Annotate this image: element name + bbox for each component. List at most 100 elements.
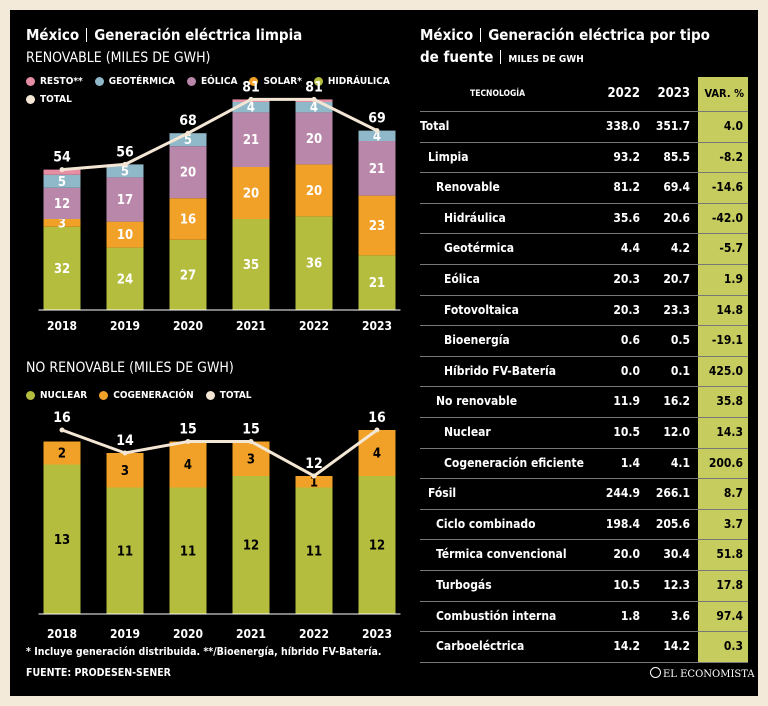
table-cell-2022: 244.9 (605, 486, 640, 501)
bar-segment (295, 164, 333, 217)
table-cell-var: 51.8 (698, 540, 748, 570)
total-label: 15 (242, 422, 260, 438)
table-cell-name: Bioenergía (444, 333, 510, 348)
total-point (185, 130, 191, 136)
table-cell-2023: 14.2 (663, 639, 690, 654)
main-title-country: México (26, 26, 80, 44)
table-cell-name: Ciclo combinado (436, 516, 536, 531)
table-row: Combustión interna 1.8 3.6 97.4 (420, 601, 748, 633)
table-cell-name: Nuclear (444, 424, 491, 439)
bar-segment (43, 464, 81, 614)
table-title-line2: de fuente MILES DE GWH (420, 48, 584, 66)
table-row: Eólica 20.3 20.7 1.9 (420, 264, 748, 296)
table-cell-var: -8.2 (698, 142, 748, 173)
table-row: Renovable 81.2 69.4 -14.6 (420, 173, 748, 204)
legend-item-eolica: EÓLICA (187, 76, 237, 87)
table-cell-2023: 85.5 (663, 149, 690, 164)
bar-segment (232, 476, 270, 614)
data-label: 20 (306, 132, 322, 147)
table-cell-2023: 16.2 (663, 394, 690, 409)
table-cell-name: Eólica (444, 271, 480, 286)
data-label: 20 (306, 184, 322, 199)
total-label: 81 (305, 79, 323, 95)
data-label: 4 (373, 129, 381, 144)
data-label: 11 (306, 544, 322, 559)
table-units: MILES DE GWH (508, 54, 584, 65)
total-point (185, 439, 191, 444)
data-label: 21 (243, 133, 259, 148)
table-cell-var: 4.0 (698, 112, 748, 142)
x-tick-label: 2020 (173, 627, 203, 641)
bar-segment (106, 177, 144, 222)
table-cell-2022: 20.3 (613, 302, 640, 317)
x-tick-label: 2022 (299, 319, 329, 333)
legend-swatch-eolica (187, 77, 197, 86)
bar-segment (295, 487, 333, 614)
x-tick-label: 2021 (236, 319, 266, 333)
table-cell-2022: 11.9 (613, 394, 640, 409)
data-label: 4 (373, 447, 381, 462)
table-cell-var: 97.4 (698, 601, 748, 632)
bar-segment (43, 226, 81, 310)
total-point (59, 167, 65, 173)
total-point (311, 473, 317, 479)
legend-swatch-hidraulica (313, 77, 323, 86)
data-label: 20 (180, 166, 196, 181)
table-cell-2023: 351.7 (655, 119, 690, 133)
table-cell-2023: 20.6 (663, 210, 690, 225)
total-label: 15 (179, 422, 197, 438)
table-cell-2022: 0.6 (620, 333, 640, 348)
total-label: 16 (53, 410, 71, 426)
total-point (248, 96, 254, 102)
total-label: 54 (53, 150, 71, 166)
table-cell-2022: 338.0 (605, 119, 640, 133)
data-label: 3 (58, 216, 66, 231)
x-tick-label: 2019 (110, 627, 140, 641)
data-label: 4 (247, 101, 255, 116)
table-cell-2022: 0.0 (620, 363, 640, 378)
publisher-logo: EL ECONOMISTA (650, 667, 755, 680)
bar-segment (232, 167, 270, 219)
total-label: 68 (179, 113, 197, 129)
table-cell-var: -5.7 (698, 234, 748, 264)
bar-segment (106, 164, 144, 178)
data-label: 16 (180, 213, 196, 228)
data-label: 13 (54, 533, 70, 548)
legend-label-solar: SOLAR* (263, 76, 302, 87)
table-header-row: TECNOLOGÍA 2022 2023 VAR. % (420, 77, 748, 112)
data-label: 11 (180, 544, 196, 559)
bar-segment (169, 487, 207, 614)
legend-label-hidraulica: HIDRÁULICA (327, 76, 390, 87)
x-tick-label: 2018 (47, 627, 77, 641)
bar-segment (106, 247, 144, 310)
table-row: Fósil 244.9 266.1 8.7 (420, 479, 748, 510)
data-label: 4 (310, 101, 318, 116)
x-tick-label: 2020 (173, 319, 203, 333)
x-tick-label: 2023 (362, 627, 392, 641)
table-cell-2023: 0.1 (670, 363, 690, 378)
data-label: 2 (58, 447, 66, 462)
table-cell-2023: 205.6 (655, 516, 690, 531)
bar-segment (295, 476, 333, 488)
bar-segment (295, 102, 333, 113)
data-label: 21 (369, 162, 385, 177)
legend-swatch-total-nr (205, 391, 215, 400)
nonrenewable-legend: NUCLEAR COGENERACIÓN TOTAL (26, 390, 252, 401)
total-point (374, 427, 380, 433)
table-cell-name: No renovable (436, 394, 518, 409)
total-point (122, 450, 128, 456)
table-cell-var: 17.8 (698, 570, 748, 601)
table-cell-name: Fósil (428, 486, 457, 501)
table-row: Carboeléctrica 14.2 14.2 0.3 (420, 632, 748, 663)
legend-item-hidraulica: HIDRÁULICA (313, 76, 390, 87)
legend-item-solar: SOLAR* (249, 76, 302, 87)
table-title-text2: de fuente (420, 48, 494, 66)
bar-segment (169, 441, 207, 488)
table-cell-2022: 198.4 (605, 516, 640, 531)
data-label: 24 (117, 272, 133, 287)
data-label: 36 (306, 257, 322, 272)
header-technology: TECNOLOGÍA (470, 89, 526, 99)
legend-label-total: TOTAL (40, 94, 72, 105)
table-row: Turbogás 10.5 12.3 17.8 (420, 570, 748, 602)
data-label: 3 (247, 452, 255, 467)
